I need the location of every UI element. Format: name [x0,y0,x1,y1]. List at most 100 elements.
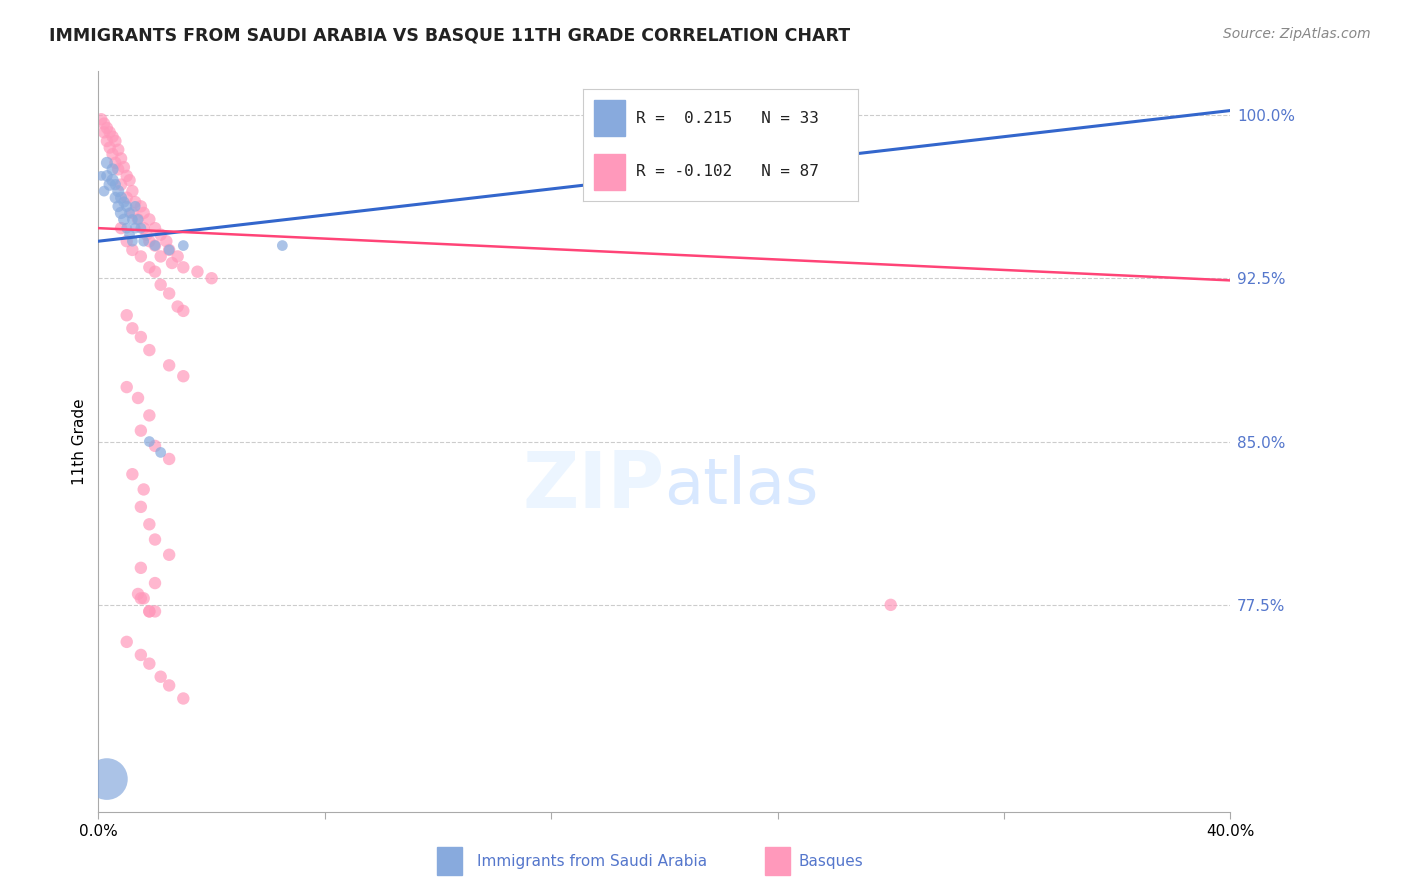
Point [157,452,180,467]
Point [135,227,157,242]
Point [124,221,146,235]
Text: Immigrants from Saudi Arabia: Immigrants from Saudi Arabia [477,854,707,869]
Point [104,134,127,148]
Point [104,156,127,170]
Point [121,212,143,227]
Point [115,635,138,649]
Point [132,234,155,248]
Bar [595,101,624,136]
Point [96,772,118,786]
Text: atlas: atlas [665,455,818,517]
Point [110,191,132,205]
Point [115,169,138,183]
Text: ZIP: ZIP [522,448,665,524]
Point [143,604,166,618]
Point [132,591,155,606]
Point [93,117,115,131]
Bar [437,847,461,875]
Bar [595,153,624,189]
Point [96,156,118,170]
Point [143,439,166,453]
Point [149,250,172,264]
Point [93,184,115,198]
Point [121,321,143,335]
Point [157,243,180,257]
Point [121,206,143,220]
Point [121,243,143,257]
Point [132,483,155,497]
Point [121,234,143,248]
Point [138,604,160,618]
Point [129,199,152,213]
Point [115,308,138,322]
Point [110,152,132,166]
Point [129,500,152,514]
Point [143,221,166,235]
Point [157,243,180,257]
Point [110,178,132,192]
Point [138,343,160,357]
Point [143,238,166,252]
Point [115,221,138,235]
Point [98,125,121,139]
Point [90,169,112,183]
Point [138,234,160,248]
Point [138,212,160,227]
Point [104,191,127,205]
Point [149,445,172,459]
Point [138,434,160,449]
Point [127,391,149,405]
Point [96,134,118,148]
Point [101,147,124,161]
Point [96,120,118,135]
Point [118,227,141,242]
Point [138,604,160,618]
Point [110,206,132,220]
Text: R = -0.102   N = 87: R = -0.102 N = 87 [636,164,818,179]
Point [127,212,149,227]
Point [118,173,141,187]
Point [107,162,129,177]
Point [157,548,180,562]
Point [98,178,121,192]
Point [129,591,152,606]
Point [157,286,180,301]
Point [157,678,180,692]
Point [143,533,166,547]
Point [118,206,141,220]
Point [112,160,135,174]
Point [186,265,208,279]
Point [271,238,294,252]
Point [149,227,172,242]
Point [149,277,172,292]
Point [132,221,155,235]
Point [880,598,903,612]
Point [98,140,121,154]
Point [101,162,124,177]
Point [101,173,124,187]
Point [115,199,138,213]
Point [115,191,138,205]
Point [129,250,152,264]
Point [121,467,143,482]
Point [155,234,177,248]
Point [149,670,172,684]
Point [143,238,166,252]
Point [172,304,194,318]
Text: R =  0.215   N = 33: R = 0.215 N = 33 [636,111,818,126]
Point [172,238,194,252]
Point [107,184,129,198]
Point [166,250,188,264]
Point [104,178,127,192]
Point [143,265,166,279]
Point [129,648,152,662]
Point [172,369,194,384]
Point [172,691,194,706]
Point [101,129,124,144]
Point [160,256,183,270]
Point [129,424,152,438]
Text: IMMIGRANTS FROM SAUDI ARABIA VS BASQUE 11TH GRADE CORRELATION CHART: IMMIGRANTS FROM SAUDI ARABIA VS BASQUE 1… [49,27,851,45]
Point [138,409,160,423]
Point [138,260,160,275]
Bar [765,847,790,875]
